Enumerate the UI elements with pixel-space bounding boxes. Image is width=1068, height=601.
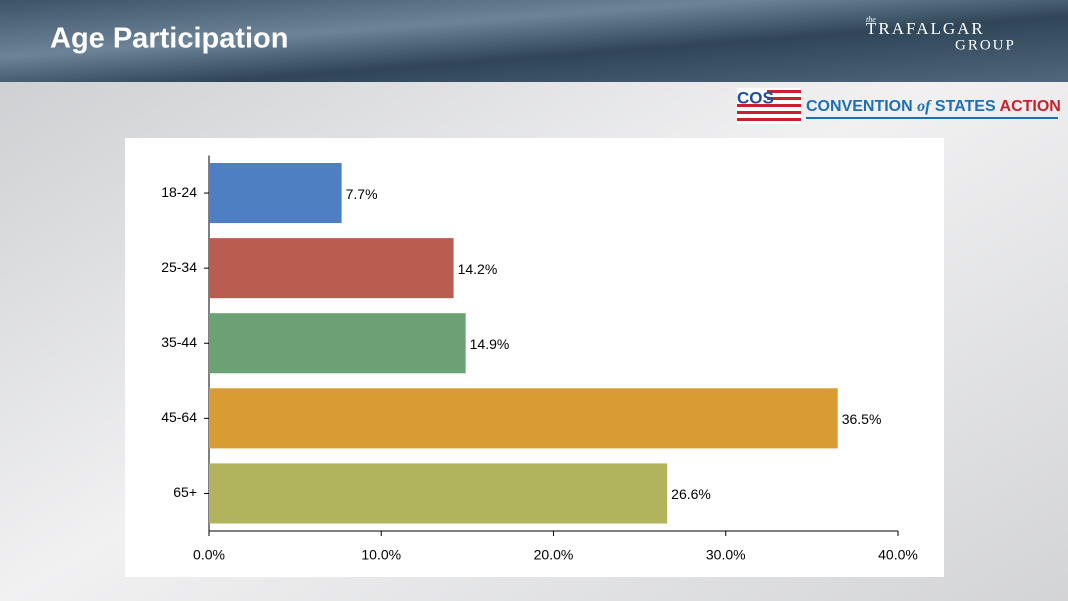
y-tick-label: 18-24 <box>161 184 197 200</box>
value-label: 14.9% <box>470 336 510 352</box>
bar <box>209 238 454 299</box>
y-tick-label: 25-34 <box>161 259 197 275</box>
x-tick-label: 0.0% <box>193 547 225 563</box>
value-label: 26.6% <box>671 486 711 502</box>
slide-title: Age Participation <box>50 23 289 55</box>
x-tick-label: 20.0% <box>534 547 574 563</box>
header-band <box>0 0 1068 82</box>
value-label: 36.5% <box>842 411 882 427</box>
logo-word: of <box>917 98 932 115</box>
logo-word: ACTION <box>1000 98 1061 115</box>
x-tick-label: 30.0% <box>706 547 746 563</box>
bar <box>209 463 668 524</box>
bar <box>209 163 342 224</box>
logo-word: CONVENTION <box>806 98 913 115</box>
logo-text: GROUP <box>955 37 1016 53</box>
bar <box>209 388 838 449</box>
logo-rule <box>806 117 1058 119</box>
plot: 0.0% 10.0% 20.0% 30.0% 40.0% 18-24 7.7% 25-34 14… <box>161 155 918 563</box>
y-tick-label: 65+ <box>173 484 197 500</box>
bar <box>209 313 466 374</box>
value-label: 14.2% <box>458 261 498 277</box>
value-label: 7.7% <box>346 186 378 202</box>
cos-flag <box>737 88 801 124</box>
y-tick-label: 35-44 <box>161 334 197 350</box>
logo-word: STATES <box>935 98 996 115</box>
logo-text: CONVENTION of STATES ACTION <box>806 98 1061 116</box>
y-tick-label: 45-64 <box>161 409 197 425</box>
x-tick-label: 10.0% <box>361 547 401 563</box>
logo-text: COS <box>737 88 774 107</box>
logo-text: the <box>866 15 876 24</box>
x-tick-label: 40.0% <box>878 547 918 563</box>
logo-text: TRAFALGAR <box>866 19 985 38</box>
